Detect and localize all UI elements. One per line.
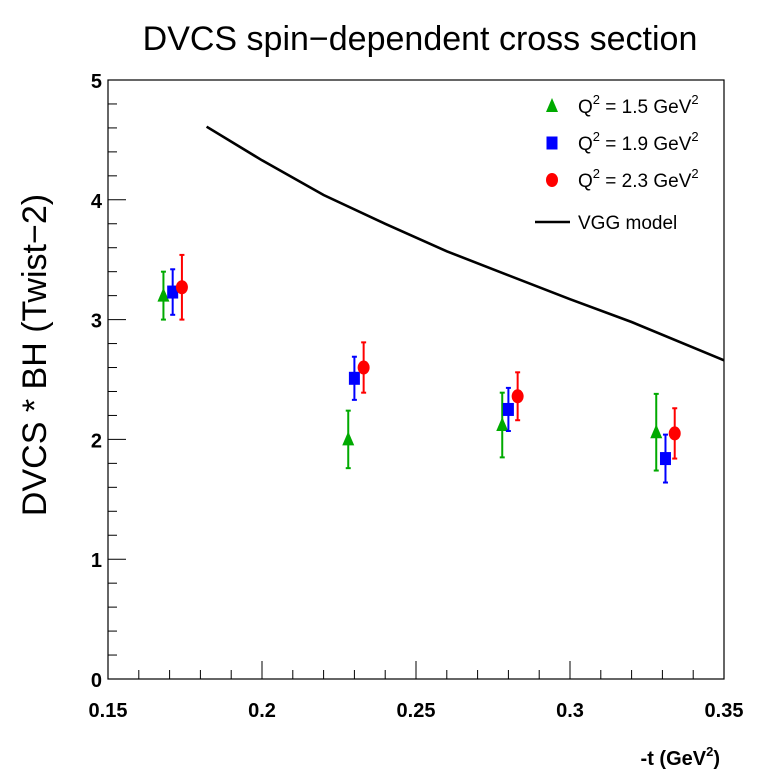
legend-marker [546, 136, 558, 150]
y-tick-label: 4 [91, 191, 103, 213]
series-square [167, 268, 671, 484]
data-point [511, 389, 524, 404]
y-tick-label: 5 [91, 71, 102, 93]
y-axis-label: DVCS * BH (Twist−2) [16, 194, 54, 516]
legend-label: Q2 = 2.3 GeV2 [578, 166, 699, 192]
y-tick-label: 1 [91, 550, 102, 572]
data-point [650, 424, 663, 439]
axis-ticks: 0.15 0.2 0.25 0.3 0.35 0 1 2 3 4 5 [89, 71, 744, 722]
data-points [157, 253, 681, 484]
legend-model-label: VGG model [578, 213, 677, 234]
legend-label: Q2 = 1.5 GeV2 [578, 92, 699, 118]
x-axis-label-base: -t (GeV [641, 748, 707, 770]
x-tick-label: 0.35 [705, 700, 744, 722]
x-axis-label-end: ) [713, 748, 720, 770]
plot-area-border [107, 79, 725, 680]
data-point [157, 287, 170, 302]
chart-title: DVCS spin−dependent cross section [143, 20, 698, 58]
data-point [175, 280, 188, 295]
legend-marker [546, 98, 558, 112]
vgg-model-curve [205, 125, 725, 362]
y-tick-label: 0 [91, 670, 102, 692]
x-tick-label: 0.3 [556, 700, 584, 722]
data-point [167, 285, 179, 299]
x-axis-label: -t (GeV2) [641, 744, 720, 770]
data-point [659, 452, 671, 466]
vgg-model-line [205, 125, 725, 362]
y-tick-label: 3 [91, 311, 102, 333]
legend: Q2 = 1.5 GeV2 Q2 = 1.9 GeV2 Q2 = 2.3 GeV2 V… [535, 92, 699, 234]
series-triangle [157, 270, 663, 472]
data-point [668, 426, 681, 441]
data-point [502, 402, 514, 416]
x-axis-label-sup: 2 [706, 744, 713, 759]
y-tick-label: 2 [91, 430, 102, 452]
legend-label: Q2 = 1.9 GeV2 [578, 129, 699, 155]
data-point [348, 371, 360, 385]
data-point [342, 431, 355, 446]
x-tick-label: 0.25 [397, 700, 436, 722]
x-tick-label: 0.2 [248, 700, 276, 722]
plot-frame [107, 79, 725, 680]
data-point [357, 360, 370, 375]
data-point [496, 417, 509, 432]
series-circle [175, 253, 681, 460]
x-tick-label: 0.15 [89, 700, 128, 722]
legend-marker [546, 173, 558, 187]
